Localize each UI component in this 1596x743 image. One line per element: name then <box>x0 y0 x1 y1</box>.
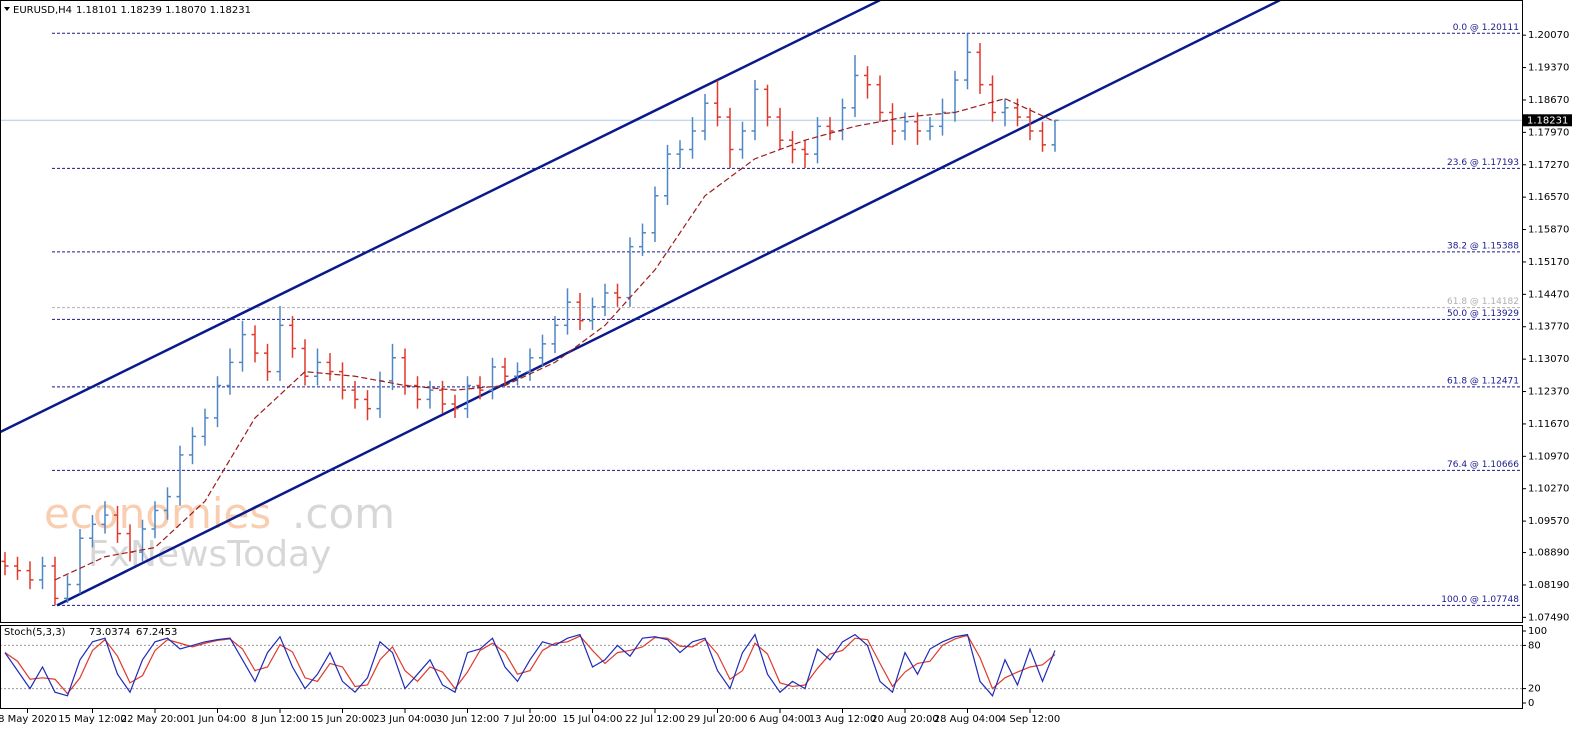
fib-label: 23.6 @ 1.17193 <box>1447 158 1519 168</box>
x-tick-label: 7 Jul 20:00 <box>503 714 557 725</box>
fib-label: 61.8 @ 1.14182 <box>1447 297 1519 307</box>
fib-label: 0.0 @ 1.20111 <box>1453 23 1519 33</box>
price-plot: 0.0 @ 1.20111 23.6 @ 1.17193 38.2 @ 1.1538… <box>1 1 1522 607</box>
stoch-tick-label: 0 <box>1528 698 1534 709</box>
y-tick-label: 1.08890 <box>1528 548 1569 559</box>
stoch-tick-label: 20 <box>1528 684 1541 695</box>
current-price-box <box>1522 114 1572 127</box>
symbol-title: EURUSD,H4 <box>13 5 72 16</box>
x-tick-label: 20 Aug 20:00 <box>871 714 938 725</box>
stoch-panel <box>0 625 1523 709</box>
channel-line <box>1 1 881 434</box>
x-tick-label: 22 Jul 12:00 <box>625 714 685 725</box>
fib-label: 38.2 @ 1.15388 <box>1447 241 1519 251</box>
x-tick-label: 15 Jul 04:00 <box>563 714 623 725</box>
fib-label: 100.0 @ 1.07748 <box>1441 595 1519 605</box>
x-tick-label: 23 Jun 04:00 <box>373 714 437 725</box>
stoch-signal <box>4 634 1056 695</box>
y-tick-label: 1.10970 <box>1528 451 1569 462</box>
y-tick-label: 1.19370 <box>1528 63 1569 74</box>
moving-average <box>54 97 1056 581</box>
fib-label: 76.4 @ 1.10666 <box>1447 460 1519 470</box>
y-tick-label: 1.10270 <box>1528 484 1569 495</box>
y-tick-label: 1.08190 <box>1528 580 1569 591</box>
x-tick-label: 6 Aug 04:00 <box>749 714 810 725</box>
x-tick-label: 4 Sep 12:00 <box>1000 714 1060 725</box>
x-tick-label: 8 May 2020 <box>0 714 57 725</box>
x-tick-label: 8 Jun 12:00 <box>251 714 308 725</box>
quote: 1.18101 1.18239 1.18070 1.18231 <box>76 5 251 16</box>
x-tick-label: 13 Aug 12:00 <box>809 714 876 725</box>
stoch-plot <box>1 633 1522 697</box>
y-tick-label: 1.09570 <box>1528 516 1569 527</box>
y-tick-label: 1.20070 <box>1528 30 1569 41</box>
current-price-label: 1.18231 <box>1527 115 1568 126</box>
stoch-tick-label: 80 <box>1528 640 1541 651</box>
watermark-suffix: .com <box>292 489 395 538</box>
x-tick-label: 30 Jun 12:00 <box>436 714 500 725</box>
stoch-title: Stoch(5,3,3) <box>4 627 66 638</box>
y-tick-label: 1.17970 <box>1528 127 1569 138</box>
x-tick-label: 29 Jul 20:00 <box>688 714 748 725</box>
y-tick-label: 1.15170 <box>1528 257 1569 268</box>
x-tick-label: 28 Aug 04:00 <box>934 714 1001 725</box>
x-tick-label: 15 Jun 20:00 <box>311 714 375 725</box>
y-tick-label: 1.11670 <box>1528 419 1569 430</box>
channel-line <box>56 1 1281 607</box>
watermark: economies .com FxNewsToday <box>44 489 395 575</box>
stoch-main-value: 73.0374 <box>89 627 130 638</box>
x-tick-label: 15 May 12:00 <box>58 714 127 725</box>
y-tick-label: 1.16570 <box>1528 192 1569 203</box>
stoch-signal-value: 67.2453 <box>136 627 177 638</box>
y-tick-label: 1.15870 <box>1528 225 1569 236</box>
y-tick-label: 1.13070 <box>1528 354 1569 365</box>
x-tick-label: 22 May 20:00 <box>121 714 190 725</box>
y-tick-label: 1.14470 <box>1528 289 1569 300</box>
y-tick-label: 1.17270 <box>1528 160 1569 171</box>
fib-label: 61.8 @ 1.12471 <box>1447 376 1519 386</box>
x-tick-label: 1 Jun 04:00 <box>189 714 246 725</box>
watermark-brand: economies <box>44 489 271 538</box>
y-tick-label: 1.18670 <box>1528 95 1569 106</box>
main-panel <box>0 0 1523 623</box>
y-tick-label: 1.13770 <box>1528 322 1569 333</box>
axes: 1.20070 1.19370 1.18670 1.17970 1.17270 1.165… <box>0 30 1572 725</box>
y-tick-label: 1.12370 <box>1528 387 1569 398</box>
collapse-icon[interactable] <box>4 7 10 11</box>
stoch-tick-label: 100 <box>1528 626 1547 637</box>
y-tick-label: 1.07490 <box>1528 612 1569 623</box>
fib-label: 50.0 @ 1.13929 <box>1447 309 1519 319</box>
stoch-main <box>4 633 1056 697</box>
watermark-sub: FxNewsToday <box>88 534 331 575</box>
